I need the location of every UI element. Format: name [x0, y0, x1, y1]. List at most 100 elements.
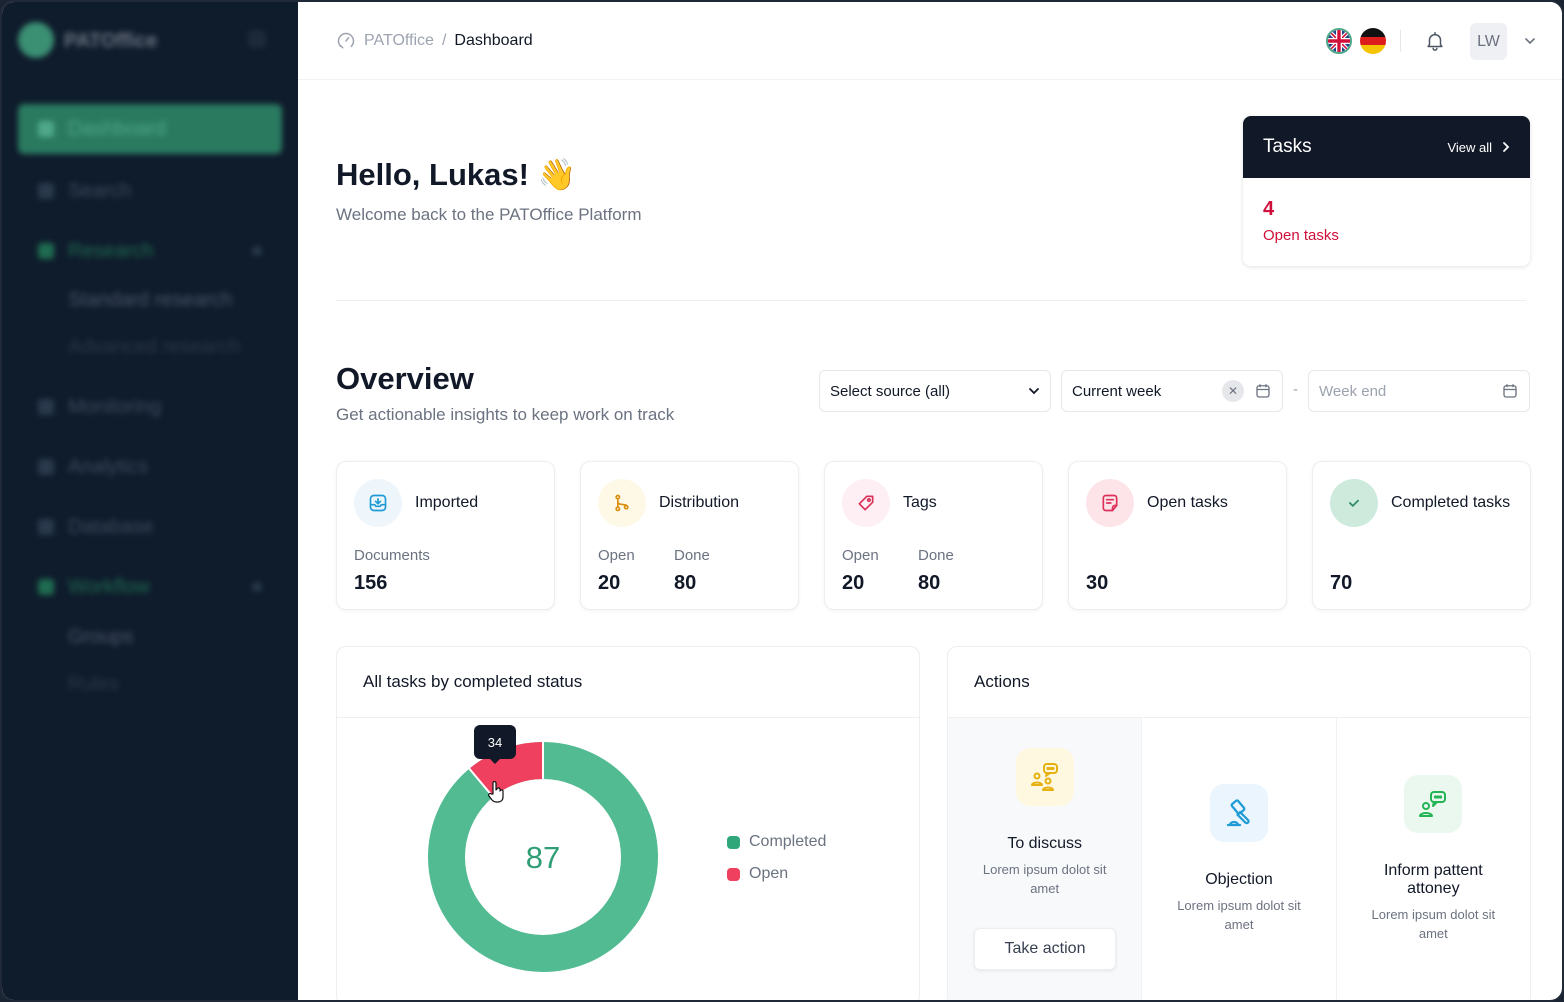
- search-icon: [38, 183, 54, 199]
- breadcrumb-root[interactable]: PATOffice: [364, 32, 434, 49]
- research-icon: [38, 243, 54, 259]
- stat-title: Distribution: [659, 494, 740, 511]
- stat-title: Imported: [415, 494, 479, 511]
- sidebar: PATOffice Dashboard Search Research Stan…: [2, 2, 298, 1000]
- breadcrumb-current: Dashboard: [454, 32, 533, 49]
- chevron-right-icon: [1503, 142, 1510, 152]
- chevron-icon: [252, 246, 262, 256]
- action-title: To discuss: [1007, 835, 1083, 852]
- legend-item-completed[interactable]: Completed: [727, 833, 826, 851]
- stat-label-done: Done: [918, 547, 954, 564]
- calendar-icon[interactable]: [1254, 382, 1272, 400]
- overview-subtitle: Get actionable insights to keep work on …: [336, 405, 675, 424]
- monitoring-icon: [38, 399, 54, 415]
- open-tasks-count: 4: [1263, 198, 1275, 220]
- action-title: Objection: [1205, 871, 1273, 888]
- germany-flag-icon[interactable]: [1360, 28, 1386, 54]
- stat-title: Completed tasks: [1391, 494, 1511, 511]
- hand-cursor-icon: [488, 781, 504, 803]
- section-divider: [336, 300, 1526, 301]
- database-icon: [38, 519, 54, 535]
- take-action-button[interactable]: Take action: [974, 928, 1116, 970]
- check-icon: [1330, 479, 1378, 527]
- main-content: Hello, Lukas! 👋 Welcome back to the PATO…: [298, 80, 1562, 1000]
- sidebar-item-label: Workflow: [68, 575, 150, 598]
- stat-card-distribution[interactable]: Distribution Open 20 Done 80: [580, 461, 799, 610]
- stat-value-open: 20: [842, 572, 865, 594]
- user-avatar[interactable]: LW: [1470, 23, 1507, 60]
- import-tray-icon: [354, 479, 402, 527]
- notification-bell-icon[interactable]: [1424, 30, 1446, 52]
- person-chat-icon: [1404, 775, 1463, 833]
- header-divider: [1400, 30, 1401, 52]
- branch-icon: [598, 479, 646, 527]
- date-from-input[interactable]: Current week ✕: [1061, 370, 1283, 412]
- stat-card-imported[interactable]: Imported Documents 156: [336, 461, 555, 610]
- brand-logo-icon[interactable]: [18, 22, 54, 58]
- stat-label-open: Open: [598, 547, 635, 564]
- stat-title: Open tasks: [1147, 494, 1228, 511]
- stat-card-tags[interactable]: Tags Open 20 Done 80: [824, 461, 1043, 610]
- sidebar-item-search[interactable]: Search: [18, 166, 282, 216]
- brand-name: PATOffice: [64, 30, 158, 52]
- action-objection[interactable]: Objection Lorem ipsum dolot sit amet: [1142, 718, 1337, 1000]
- sidebar-item-research[interactable]: Research: [18, 226, 282, 276]
- sidebar-subitem-groups[interactable]: Groups: [68, 626, 134, 648]
- stat-value-open: 20: [598, 572, 621, 594]
- sidebar-item-database[interactable]: Database: [18, 502, 282, 552]
- analytics-icon: [38, 459, 54, 475]
- sidebar-item-label: Research: [68, 239, 154, 262]
- sidebar-item-label: Monitoring: [68, 395, 162, 418]
- sidebar-item-monitoring[interactable]: Monitoring: [18, 382, 282, 432]
- sidebar-item-label: Analytics: [68, 455, 149, 478]
- greeting-subtitle: Welcome back to the PATOffice Platform: [336, 205, 642, 224]
- stat-card-open-tasks[interactable]: Open tasks 30: [1068, 461, 1287, 610]
- legend-label: Completed: [749, 833, 827, 850]
- uk-flag-icon[interactable]: [1326, 28, 1352, 54]
- sidebar-item-workflow[interactable]: Workflow: [18, 562, 282, 612]
- date-to-input[interactable]: Week end: [1308, 370, 1530, 412]
- sidebar-subitem-advanced-research[interactable]: Advanced research: [68, 336, 241, 358]
- chart-legend: Completed Open: [727, 833, 826, 897]
- calendar-icon[interactable]: [1501, 382, 1519, 400]
- legend-label: Open: [749, 865, 789, 882]
- donut-chart[interactable]: [427, 741, 659, 973]
- stat-title: Tags: [903, 494, 937, 511]
- stat-label-done: Done: [674, 547, 710, 564]
- sidebar-item-dashboard[interactable]: Dashboard: [18, 104, 282, 154]
- sidebar-subitem-standard-research[interactable]: Standard research: [68, 289, 233, 311]
- workflow-icon: [38, 579, 54, 595]
- sidebar-item-label: Search: [68, 179, 132, 202]
- note-icon: [1086, 479, 1134, 527]
- action-description: Lorem ipsum dolot sit amet: [1177, 898, 1301, 932]
- view-all-link[interactable]: View all: [1447, 140, 1510, 155]
- legend-item-open[interactable]: Open: [727, 865, 826, 883]
- legend-swatch-icon: [727, 867, 740, 881]
- tasks-card: Tasks View all 4 Open tasks: [1243, 116, 1530, 266]
- chevron-down-icon: [1029, 388, 1039, 395]
- sidebar-item-analytics[interactable]: Analytics: [18, 442, 282, 492]
- sidebar-subitem-rules[interactable]: Rules: [68, 673, 120, 695]
- chevron-icon: [252, 582, 262, 592]
- chart-center-value: 87: [525, 840, 561, 875]
- tasks-card-title: Tasks: [1263, 136, 1312, 157]
- dashboard-gauge-icon: [337, 32, 355, 49]
- actions-panel-title: Actions: [948, 647, 1530, 718]
- breadcrumb: PATOffice / Dashboard: [336, 31, 533, 51]
- tag-icon: [842, 479, 890, 527]
- action-description: Lorem ipsum dolot sit amet: [982, 862, 1107, 896]
- source-select[interactable]: Select source (all): [819, 370, 1051, 412]
- chevron-down-icon[interactable]: [1524, 36, 1536, 46]
- chart-segment-open: [469, 742, 544, 798]
- action-inform-patent-attorney[interactable]: Inform pattent attoney Lorem ipsum dolot…: [1337, 718, 1530, 1000]
- clear-date-icon[interactable]: ✕: [1222, 380, 1244, 402]
- open-tasks-label[interactable]: Open tasks: [1263, 227, 1339, 244]
- sidebar-item-label: Database: [68, 515, 154, 538]
- actions-grid: To discuss Lorem ipsum dolot sit amet Ta…: [948, 718, 1530, 1000]
- stat-card-completed-tasks[interactable]: Completed tasks 70: [1312, 461, 1531, 610]
- view-all-label: View all: [1447, 139, 1492, 155]
- sidebar-collapse-icon[interactable]: [248, 30, 266, 48]
- action-to-discuss[interactable]: To discuss Lorem ipsum dolot sit amet Ta…: [948, 718, 1143, 1000]
- legend-swatch-icon: [727, 835, 740, 849]
